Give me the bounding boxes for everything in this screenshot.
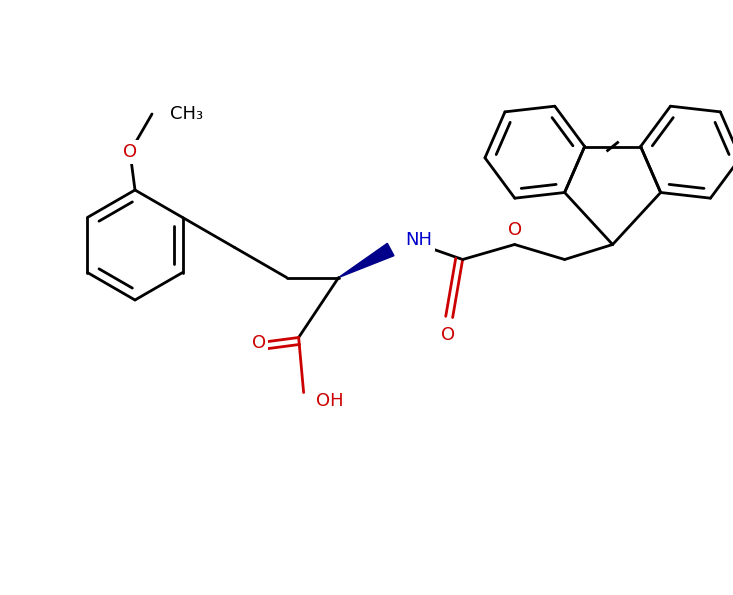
Text: NH: NH (405, 230, 432, 249)
Text: O: O (251, 334, 265, 352)
Text: O: O (441, 325, 454, 343)
Text: OH: OH (316, 392, 343, 409)
Text: O: O (123, 143, 137, 161)
Text: O: O (441, 325, 454, 343)
Polygon shape (339, 243, 394, 277)
Text: O: O (123, 143, 137, 161)
Text: O: O (507, 221, 522, 239)
Text: OH: OH (316, 392, 343, 409)
Text: NH: NH (405, 230, 432, 249)
Text: O: O (251, 334, 265, 352)
Text: O: O (507, 221, 522, 239)
Text: CH₃: CH₃ (170, 105, 203, 123)
Text: CH₃: CH₃ (170, 105, 203, 123)
